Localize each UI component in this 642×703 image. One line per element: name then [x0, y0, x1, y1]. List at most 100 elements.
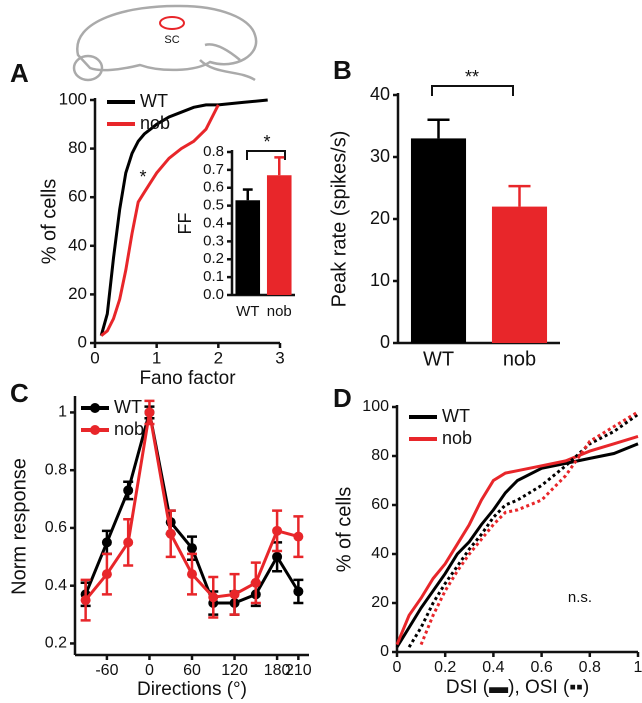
- y-tick-label: 40: [370, 84, 390, 104]
- x-tick-label: 210: [285, 662, 312, 679]
- x-axis-label: Fano factor: [139, 368, 236, 389]
- x-tick-label: 0.4: [482, 659, 504, 676]
- y-tick-label: 0: [78, 332, 87, 351]
- legend-label: nob: [140, 113, 170, 133]
- y-tick-label: 60: [371, 496, 389, 513]
- x-tick-label: nob: [267, 303, 292, 320]
- legend-label: nob: [442, 428, 472, 448]
- legend-label: nob: [114, 419, 144, 439]
- data-point: [80, 595, 91, 606]
- data-point: [272, 525, 283, 536]
- y-tick-label: 0.8: [45, 461, 67, 478]
- panel-letter: D: [333, 383, 352, 413]
- legend-label: WT: [114, 397, 142, 417]
- bar: [410, 138, 467, 343]
- y-axis-label: Norm response: [8, 458, 30, 595]
- annotation: n.s.: [568, 589, 592, 606]
- panel-letter: A: [10, 58, 29, 88]
- x-tick-label: 0.8: [579, 659, 601, 676]
- panel-letter: B: [333, 55, 352, 85]
- data-point: [293, 586, 304, 597]
- data-point: [293, 531, 304, 542]
- panel-letter: C: [10, 378, 29, 408]
- data-point: [101, 537, 112, 548]
- brain-diagram: [72, 4, 258, 82]
- brain-outline: [76, 4, 258, 72]
- y-tick-label: 20: [370, 208, 390, 228]
- y-tick-label: 0.6: [203, 179, 224, 196]
- y-tick-label: 100: [362, 398, 389, 415]
- x-tick-label: WT: [236, 303, 259, 320]
- x-tick-label: 180: [264, 662, 291, 679]
- data-point: [208, 592, 219, 603]
- y-tick-label: 20: [68, 284, 87, 303]
- series-line: [395, 442, 639, 648]
- sc-region: [159, 16, 185, 30]
- olfactory-bulb: [72, 54, 104, 82]
- y-tick-label: 0.4: [45, 577, 67, 594]
- data-point: [165, 528, 176, 539]
- series-line: [100, 104, 220, 337]
- series-line: [419, 410, 639, 646]
- y-axis-label: FF: [175, 213, 195, 235]
- y-tick-label: 0.6: [45, 519, 67, 536]
- data-point: [250, 577, 261, 588]
- y-tick-label: 40: [68, 235, 87, 254]
- y-tick-label: 1: [58, 404, 67, 421]
- brainstem: [199, 59, 256, 82]
- y-axis-label: % of cells: [333, 487, 355, 573]
- x-tick-label: 3: [275, 348, 284, 367]
- x-tick-label: -60: [95, 662, 118, 679]
- data-point: [187, 569, 197, 580]
- data-point: [187, 543, 197, 554]
- y-tick-label: 0.1: [203, 268, 224, 285]
- data-point: [144, 407, 155, 418]
- significance-bracket: [246, 150, 286, 160]
- brain-cerebellum: [204, 43, 241, 61]
- annotation: *: [139, 167, 146, 187]
- data-point: [272, 551, 283, 562]
- legend-marker: [90, 425, 100, 435]
- data-point: [229, 589, 240, 600]
- bar: [235, 200, 261, 295]
- legend-label: WT: [140, 91, 168, 111]
- y-tick-label: 80: [68, 138, 87, 157]
- y-tick-label: 80: [371, 447, 389, 464]
- y-tick-label: 20: [371, 594, 389, 611]
- y-tick-label: 0.2: [203, 250, 224, 267]
- x-axis-label: Directions (°): [137, 679, 247, 700]
- x-tick-label: WT: [423, 348, 454, 370]
- x-tick-label: 60: [183, 662, 201, 679]
- brain-label: SC: [164, 34, 179, 46]
- y-tick-label: 0: [380, 332, 390, 352]
- x-tick-label: 0: [90, 348, 99, 367]
- series-line: [99, 98, 268, 337]
- y-tick-label: 10: [370, 270, 390, 290]
- x-tick-label: 1: [634, 659, 642, 676]
- y-tick-label: 0.7: [203, 161, 224, 178]
- y-tick-label: 0.5: [203, 197, 224, 214]
- y-tick-label: 0.3: [203, 232, 224, 249]
- y-tick-label: 40: [371, 545, 389, 562]
- series-line: [395, 434, 639, 646]
- x-tick-label: 0.6: [530, 659, 552, 676]
- x-axis-label: DSI (▬), OSI (▪▪): [446, 677, 589, 698]
- y-axis-label: % of cells: [38, 179, 60, 265]
- y-tick-label: 30: [370, 146, 390, 166]
- x-tick-label: 0: [393, 659, 402, 676]
- y-axis-label: Peak rate (spikes/s): [328, 131, 350, 308]
- x-tick-label: 1: [152, 348, 161, 367]
- y-tick-label: 100: [59, 89, 87, 108]
- series-line: [407, 413, 639, 648]
- y-tick-label: 0: [380, 643, 389, 660]
- annotation: **: [465, 67, 479, 87]
- bar: [491, 206, 548, 343]
- data-point: [101, 569, 112, 580]
- data-point: [123, 537, 134, 548]
- annotation: *: [263, 132, 270, 152]
- y-tick-label: 0.8: [203, 143, 224, 160]
- x-tick-label: 0.2: [434, 659, 456, 676]
- y-tick-label: 0.4: [203, 214, 224, 231]
- significance-bracket: [431, 85, 514, 96]
